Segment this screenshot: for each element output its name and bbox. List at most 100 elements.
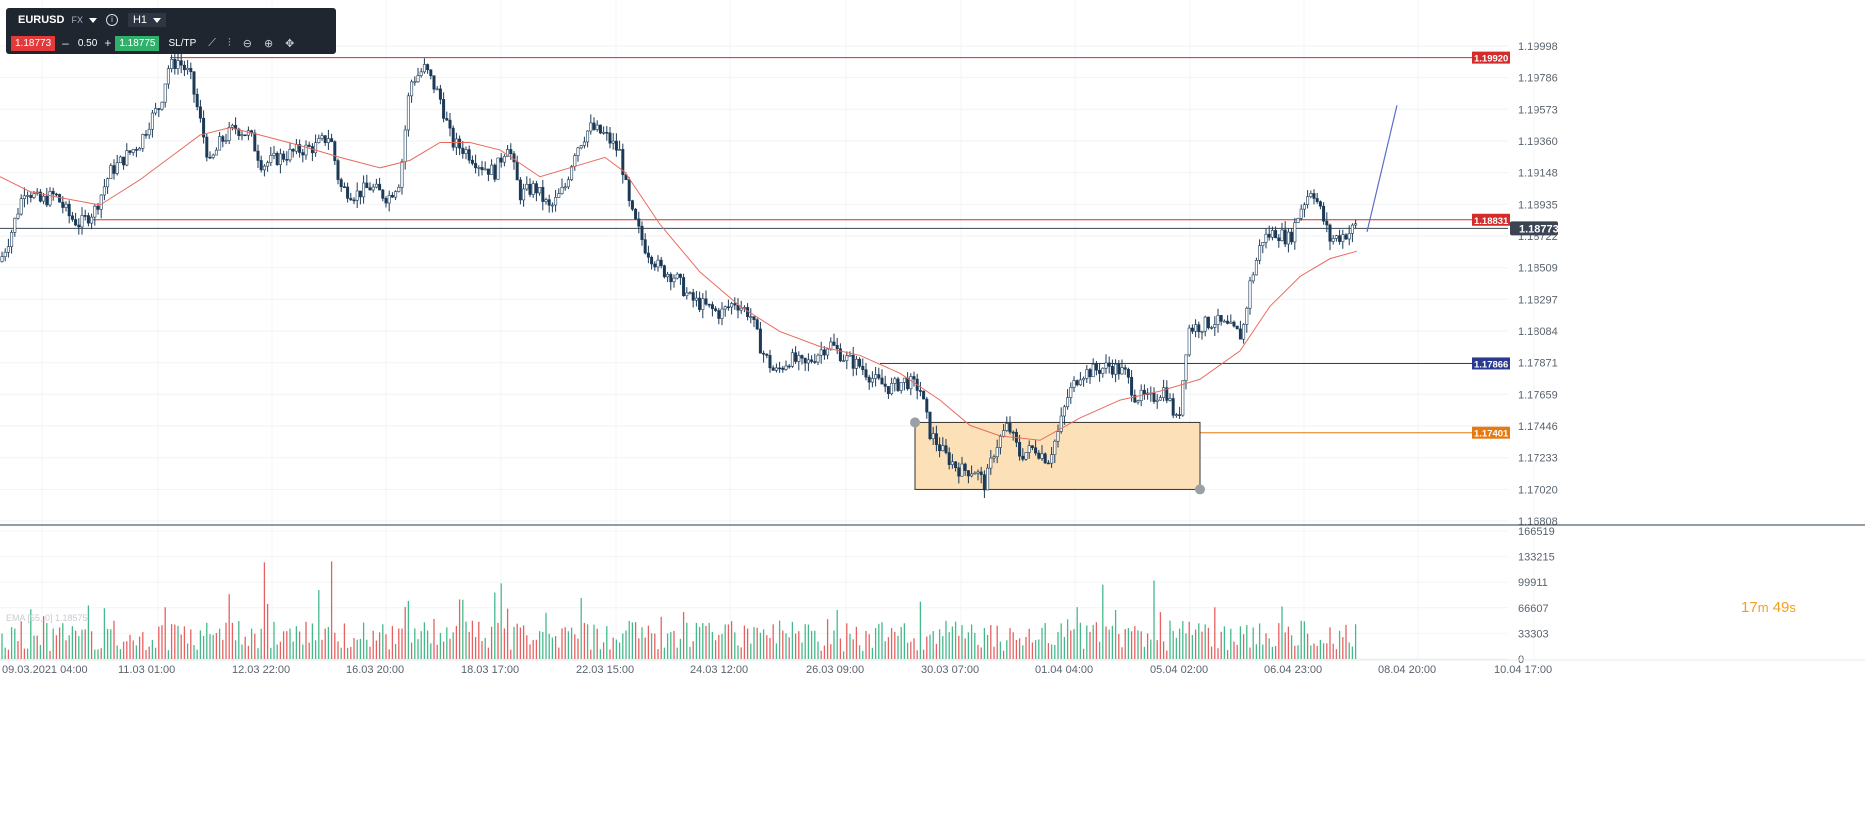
candle-body: [106, 178, 110, 188]
volume-input[interactable]: 0.50: [77, 37, 98, 49]
line-icon[interactable]: ⟋: [208, 36, 216, 49]
candle-body: [688, 292, 692, 294]
candle-body: [275, 152, 279, 166]
candle-body: [704, 298, 708, 305]
candle-body: [579, 145, 583, 149]
candle-body: [1018, 442, 1022, 457]
candle-body: [221, 136, 225, 142]
candle-body: [806, 359, 810, 364]
symbol-name[interactable]: EURUSD: [18, 14, 65, 26]
timeframe-select[interactable]: H1: [127, 13, 167, 27]
sell-button[interactable]: 1.18773: [11, 35, 56, 51]
candle-body: [966, 470, 970, 477]
candle-body: [301, 152, 305, 156]
candle-body: [58, 194, 62, 203]
candle-body: [509, 149, 513, 155]
candle-body: [349, 198, 353, 201]
zoom-in-icon[interactable]: ⊕: [263, 37, 274, 50]
time-tick-label: 11.03 01:00: [118, 664, 175, 676]
candle-body: [989, 457, 993, 469]
candle-body: [1091, 363, 1095, 378]
price-tick-label: 1.18084: [1518, 326, 1558, 338]
candle-body: [1232, 321, 1236, 327]
candle-body: [13, 217, 17, 233]
candle-body: [550, 204, 554, 207]
candle-body: [390, 195, 394, 198]
candle-body: [150, 112, 154, 130]
sltp-button[interactable]: SL/TP: [168, 37, 197, 49]
candle-body: [976, 471, 980, 474]
candle-body: [477, 167, 481, 169]
candle-body: [320, 135, 324, 139]
candle-body: [730, 303, 734, 308]
candle-body: [605, 132, 609, 134]
volume-increase-button[interactable]: +: [104, 36, 112, 50]
candle-body: [1283, 229, 1287, 245]
candle-body: [1200, 330, 1204, 333]
volume-decrease-button[interactable]: –: [62, 36, 69, 50]
move-icon[interactable]: ✥: [285, 37, 295, 50]
candle-body: [653, 263, 657, 268]
candle-body: [45, 195, 49, 206]
candle-body: [99, 194, 103, 210]
candle-body: [1306, 196, 1310, 206]
candle-body: [48, 191, 52, 206]
hline-label-level-orange: 1.17401: [1474, 429, 1509, 440]
candle-body: [1235, 325, 1239, 330]
candle-body: [22, 195, 26, 200]
candle-body: [451, 127, 455, 148]
candle-body: [304, 144, 308, 156]
candle-body: [198, 106, 202, 119]
candle-body: [42, 195, 46, 202]
candle-body: [435, 88, 439, 91]
indicators-icon[interactable]: ⫶: [227, 36, 231, 49]
candle-body: [1216, 315, 1220, 325]
info-icon[interactable]: i: [105, 14, 118, 26]
symbol-dropdown-icon[interactable]: [88, 17, 97, 23]
candle-body: [54, 193, 58, 196]
candle-body: [1264, 233, 1268, 243]
trading-toolbar: EURUSD FX i H1 1.18773 – 0.50 + 1.18775 …: [6, 8, 336, 54]
buy-button[interactable]: 1.18775: [115, 35, 160, 51]
candle-body: [179, 60, 183, 66]
candle-body: [426, 64, 430, 71]
candle-body: [624, 174, 628, 180]
candle-body: [342, 186, 346, 189]
candle-body: [1261, 242, 1265, 247]
candle-body: [854, 358, 858, 369]
candle-body: [1331, 238, 1335, 242]
candle-body: [486, 168, 490, 175]
candle-body: [118, 156, 122, 164]
candle-body: [176, 60, 180, 69]
candle-body: [1299, 208, 1303, 219]
candle-body: [586, 130, 590, 143]
candle-body: [538, 187, 542, 194]
candle-body: [1011, 431, 1015, 434]
candle-body: [1187, 327, 1191, 356]
candle-body: [202, 117, 206, 138]
time-tick-label: 09.03.2021 04:00: [2, 664, 88, 676]
candle-body: [944, 445, 948, 453]
price-tick-label: 1.19360: [1518, 136, 1558, 148]
candle-body: [474, 163, 478, 169]
candle-body: [893, 378, 897, 384]
candle-body: [1267, 233, 1271, 238]
candle-body: [374, 183, 378, 188]
candle-body: [720, 308, 724, 319]
zoom-out-icon[interactable]: ⊖: [242, 37, 252, 50]
time-tick-label: 30.03 07:00: [921, 664, 979, 676]
candle-body: [1072, 380, 1076, 388]
candle-body: [675, 273, 679, 279]
candle-body: [739, 307, 743, 311]
candle-body: [51, 191, 55, 195]
volume-tick-label: 66607: [1518, 603, 1549, 615]
candle-body: [205, 136, 209, 158]
ema-indicator-label[interactable]: EMA [55, 0] 1.18575: [6, 613, 88, 623]
candle-body: [400, 161, 404, 188]
candle-body: [938, 444, 942, 452]
candle-body: [947, 452, 951, 465]
candle-body: [1344, 234, 1348, 240]
candle-body: [467, 149, 471, 161]
price-tick-label: 1.19573: [1518, 104, 1558, 116]
